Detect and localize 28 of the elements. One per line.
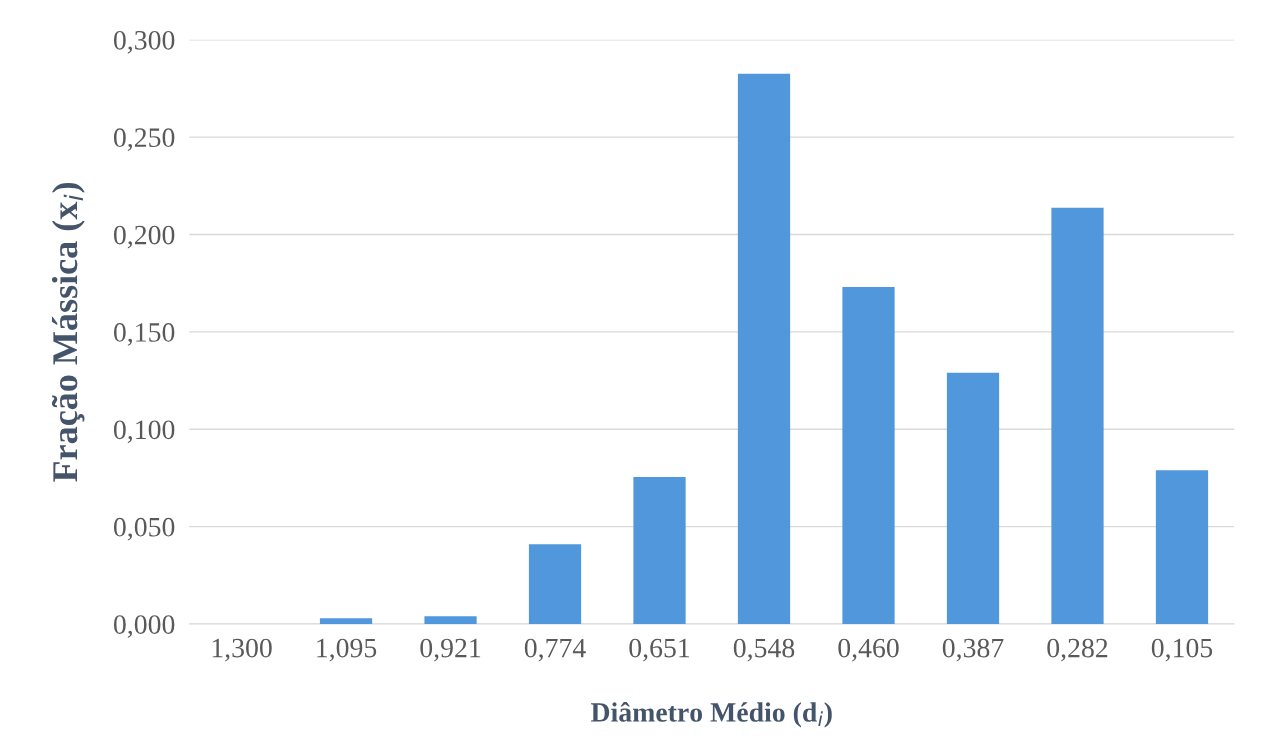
y-tick-label: 0,250	[113, 128, 175, 152]
x-tick-label: 0,387	[942, 638, 1004, 662]
x-tick-label: 0,460	[838, 638, 899, 662]
bar	[319, 618, 373, 624]
y-tick-label: 0,100	[113, 420, 175, 444]
y-tick-label: 0,200	[113, 225, 175, 249]
bar	[633, 476, 686, 624]
x-tick-label: 0,548	[733, 638, 795, 662]
x-tick-label: 0,651	[629, 638, 690, 662]
x-tick-label: 0,921	[420, 638, 481, 662]
bar	[737, 73, 791, 624]
x-tick-label: 1,095	[317, 638, 377, 662]
y-tick-label: 0,000	[113, 615, 175, 638]
x-tick-label: 1,300	[212, 638, 272, 662]
bar	[528, 544, 582, 624]
bar	[842, 287, 895, 624]
y-tick-label: 0,050	[113, 517, 175, 541]
bar	[1051, 207, 1104, 624]
y-axis-title: Fração Mássica (x$_{i}$)	[51, 182, 85, 482]
bar	[1155, 470, 1209, 624]
x-tick-label: 0,105	[1151, 638, 1213, 662]
y-tick-label: 0,150	[113, 323, 175, 346]
bar	[424, 616, 477, 624]
y-tick-label: 0,300	[113, 30, 175, 54]
x-tick-label: 0,282	[1047, 638, 1108, 662]
bar	[946, 372, 1000, 624]
x-tick-label: 0,774	[524, 638, 586, 662]
x-axis-title: Diâmetro Médio (d$_{i}$)	[591, 701, 832, 728]
